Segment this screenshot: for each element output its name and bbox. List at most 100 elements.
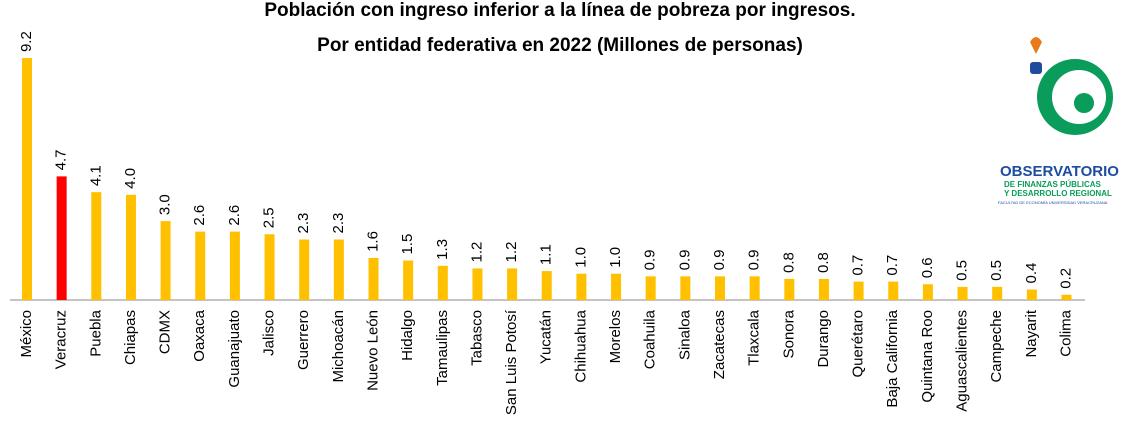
x-tick-label: Oaxaca — [191, 309, 208, 361]
value-label: 1.6 — [364, 231, 381, 252]
x-tick-label: Aguascalientes — [954, 310, 971, 412]
x-tick-label: Durango — [815, 310, 832, 368]
bar — [264, 234, 275, 300]
x-tick-label: Tamaulipas — [434, 310, 451, 386]
bar — [507, 268, 518, 300]
bar — [957, 286, 968, 300]
x-tick-label: Morelos — [607, 310, 624, 363]
value-label: 4.1 — [87, 165, 104, 186]
x-tick-label: Quintana Roo — [919, 310, 936, 403]
x-tick-label: México — [18, 310, 35, 358]
bar — [1061, 294, 1072, 300]
value-label: 0.2 — [1057, 268, 1074, 289]
x-tick-label: Michoacán — [330, 310, 347, 383]
x-tick-label: Tabasco — [468, 310, 485, 366]
x-tick-label: Puebla — [87, 309, 104, 356]
bar — [749, 276, 760, 300]
value-label: 4.0 — [122, 168, 139, 189]
bar — [715, 276, 725, 300]
value-label: 1.1 — [538, 244, 555, 265]
bar — [992, 286, 1003, 300]
value-label: 1.0 — [607, 247, 624, 268]
logo: OBSERVATORIO DE FINANZAS PÚBLICAS Y DESA… — [998, 37, 1119, 205]
x-tick-label: Chiapas — [122, 310, 139, 365]
value-label: 0.6 — [919, 257, 936, 278]
value-label: 0.9 — [642, 249, 659, 270]
logo-line: DE FINANZAS PÚBLICAS — [1004, 180, 1102, 189]
value-label: 0.9 — [746, 249, 763, 270]
value-label: 2.6 — [191, 205, 208, 226]
value-label: 1.0 — [572, 247, 589, 268]
value-label: 1.5 — [399, 234, 416, 255]
logo-flame — [1030, 37, 1042, 54]
x-tick-label: Nayarit — [1023, 309, 1040, 357]
logo-name: OBSERVATORIO — [1000, 163, 1119, 180]
x-tick-label: Hidalgo — [399, 310, 416, 361]
bar — [299, 239, 310, 300]
x-tick-label: Sinaloa — [676, 309, 693, 360]
value-label: 0.7 — [850, 255, 867, 276]
x-tick-label: Zacatecas — [711, 310, 728, 379]
bar — [853, 281, 864, 300]
bar — [56, 176, 67, 300]
x-tick-label: San Luis Potosí — [503, 309, 520, 415]
value-label: 3.0 — [157, 194, 174, 215]
x-tick-label: Nuevo León — [364, 310, 381, 391]
bar — [160, 221, 171, 300]
bar — [195, 231, 206, 300]
value-label: 2.3 — [295, 213, 312, 234]
value-label: 2.6 — [226, 205, 243, 226]
x-tick-label: Coahuila — [642, 309, 659, 369]
logo-line: FACULTAD DE ECONOMÍA UNIVERSIDAD VERACRU… — [998, 200, 1108, 205]
bar — [922, 284, 933, 300]
bar — [368, 257, 379, 300]
bar — [91, 192, 102, 300]
value-label: 1.2 — [468, 242, 485, 263]
bar — [576, 273, 587, 300]
x-tick-label: Baja California — [884, 309, 901, 407]
value-label: 2.3 — [330, 213, 347, 234]
value-label: 0.5 — [954, 260, 971, 281]
x-tick-label: Tlaxcala — [746, 309, 763, 366]
bar — [125, 194, 136, 300]
value-label: 0.7 — [884, 255, 901, 276]
bar — [333, 239, 344, 300]
value-label: 0.4 — [1023, 263, 1040, 284]
bar — [680, 276, 691, 300]
value-label: 0.9 — [711, 249, 728, 270]
value-label: 0.8 — [815, 252, 832, 273]
chart-title: Población con ingreso inferior a la líne… — [264, 0, 855, 21]
bar — [229, 231, 240, 300]
bar — [818, 278, 829, 300]
x-tick-label: Campeche — [988, 310, 1005, 383]
bar — [437, 265, 448, 300]
x-tick-label: Querétaro — [850, 310, 867, 378]
bar — [472, 268, 483, 300]
bar — [611, 273, 622, 300]
x-tick-label: CDMX — [157, 310, 174, 354]
bar — [888, 281, 899, 300]
bar — [645, 276, 656, 300]
value-label: 1.2 — [503, 242, 520, 263]
value-label: 0.9 — [676, 249, 693, 270]
value-label: 1.3 — [434, 239, 451, 260]
x-tick-label: Jalisco — [261, 310, 278, 356]
value-label: 4.7 — [53, 150, 70, 171]
x-tick-label: Guerrero — [295, 310, 312, 370]
logo-line: Y DESARROLLO REGIONAL — [1004, 189, 1112, 198]
bar — [403, 260, 414, 300]
bar — [541, 271, 552, 300]
x-tick-label: Sonora — [780, 309, 797, 358]
x-tick-label: Colima — [1057, 309, 1074, 356]
bar — [1026, 289, 1037, 300]
x-tick-label: Yucatán — [538, 310, 555, 364]
value-label: 0.8 — [780, 252, 797, 273]
bar — [784, 278, 795, 300]
chart-subtitle: Por entidad federativa en 2022 (Millones… — [317, 35, 803, 56]
value-label: 2.5 — [261, 207, 278, 228]
value-label: 0.5 — [988, 260, 1005, 281]
logo-shape — [1030, 62, 1042, 74]
x-tick-label: Guanajuato — [226, 310, 243, 388]
value-label: 9.2 — [18, 31, 35, 52]
